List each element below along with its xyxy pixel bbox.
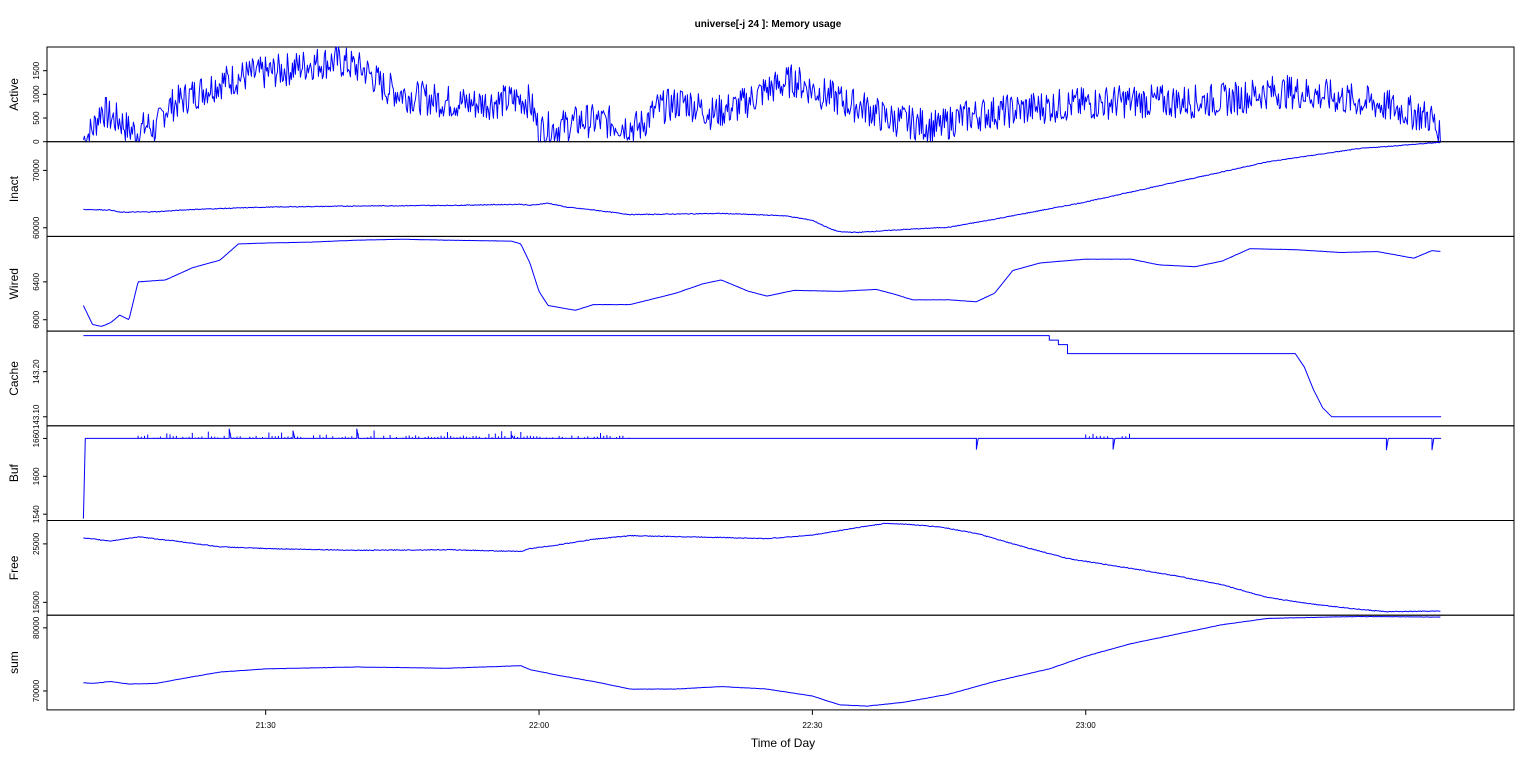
series-line-buf (82, 428, 1442, 519)
panel-frame (46, 141, 1515, 237)
panel-frame (46, 46, 1515, 143)
panel-frame (46, 330, 1515, 427)
y-tick-label: 60000 (32, 216, 41, 239)
x-tick-label: 23:00 (1076, 721, 1097, 730)
panel-buf: 1540 1600 1660 Buf (7, 425, 1515, 523)
panel-wired: 6000 6400 Wired (7, 235, 1515, 332)
y-tick-label: 15000 (32, 591, 41, 614)
y-tick-label: 500 (32, 111, 41, 125)
panel-frame (46, 614, 1515, 711)
series-line-sum (83, 615, 1441, 707)
y-tick-label: 0 (32, 139, 41, 144)
series-line-free (83, 522, 1441, 613)
x-tick-label: 22:30 (802, 721, 823, 730)
y-tick-label: 70000 (32, 159, 41, 182)
y-tick-label: 1660 (32, 429, 41, 447)
y-axis-label: Cache (7, 361, 21, 396)
chart-panels: 0 500 1000 1500 Active 60000 70000 Inact 6000 640… (7, 46, 1515, 711)
y-tick-label: 1500 (32, 61, 41, 79)
x-tick-label: 21:30 (256, 721, 277, 730)
series-line-wired (82, 238, 1441, 327)
y-axis-label: Active (7, 78, 21, 111)
panel-active: 0 500 1000 1500 Active (7, 46, 1515, 144)
y-tick-label: 143.20 (32, 359, 41, 384)
y-tick-label: 80000 (32, 616, 41, 639)
y-axis-label: Wired (7, 268, 21, 299)
panel-frame (46, 425, 1515, 521)
panel-free: 15000 25000 Free (7, 520, 1515, 616)
y-tick-label: 70000 (32, 679, 41, 702)
y-tick-label: 1000 (32, 85, 41, 103)
x-axis: 21:30 22:00 22:30 23:00 (256, 709, 1097, 730)
panel-inact: 60000 70000 Inact (7, 141, 1515, 239)
y-tick-label: 1600 (32, 467, 41, 485)
y-tick-label: 25000 (32, 532, 41, 555)
series-line-cache (83, 335, 1442, 418)
y-axis-label: Free (7, 555, 21, 580)
series-line-active (82, 46, 1441, 143)
x-tick-label: 22:00 (529, 721, 550, 730)
y-tick-label: 1540 (32, 505, 41, 523)
y-tick-label: 6000 (32, 310, 41, 328)
panel-cache: 143.10 143.20 Cache (7, 330, 1515, 429)
y-tick-label: 143.10 (32, 404, 41, 429)
y-axis-label: Buf (7, 463, 21, 482)
chart-title: universe[-j 24 ]: Memory usage (695, 19, 842, 30)
panel-sum: 70000 80000 sum (7, 614, 1515, 711)
y-tick-label: 6400 (32, 272, 41, 290)
series-line-inact (83, 141, 1441, 234)
y-axis-label: sum (7, 651, 21, 674)
panel-frame (46, 235, 1515, 332)
y-axis-label: Inact (7, 175, 21, 202)
x-axis-label: Time of Day (751, 736, 815, 750)
